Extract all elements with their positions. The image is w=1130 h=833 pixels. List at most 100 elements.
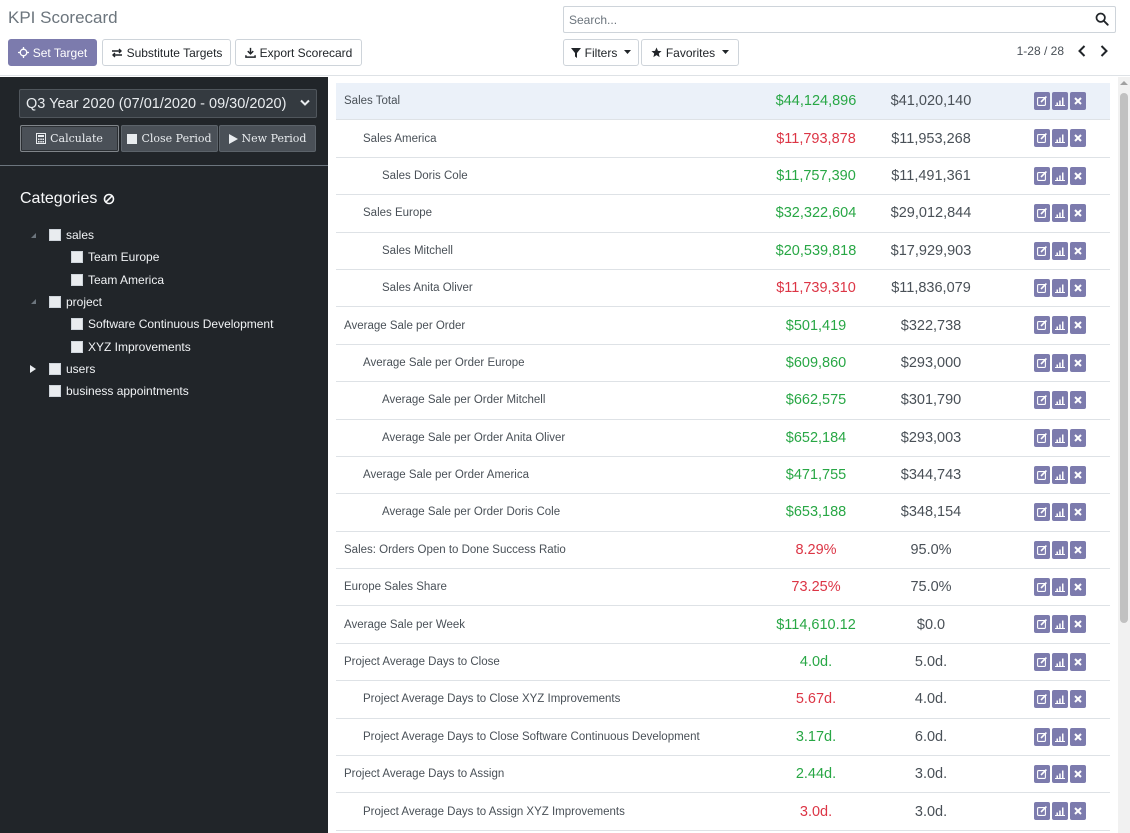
edit-icon[interactable] <box>1034 765 1050 784</box>
table-row[interactable]: Average Sale per Order Doris Cole $653,18… <box>336 494 1110 532</box>
edit-icon[interactable] <box>1034 652 1050 671</box>
close-icon[interactable] <box>1070 391 1086 410</box>
table-row[interactable]: Europe Sales Share 73.25% 75.0% <box>336 569 1110 607</box>
edit-icon[interactable] <box>1034 615 1050 634</box>
category-item[interactable]: Software Continuous Development <box>71 314 273 334</box>
category-item[interactable]: sales <box>30 225 94 245</box>
checkbox[interactable] <box>49 362 61 375</box>
table-row[interactable]: Sales Doris Cole $11,757,390 $11,491,361 <box>336 158 1110 196</box>
edit-icon[interactable] <box>1034 465 1050 484</box>
chart-icon[interactable] <box>1052 727 1068 746</box>
chart-icon[interactable] <box>1052 802 1068 821</box>
table-row[interactable]: Project Average Days to Assign XYZ Impro… <box>336 793 1110 831</box>
checkbox[interactable] <box>71 340 83 353</box>
chart-icon[interactable] <box>1052 465 1068 484</box>
edit-icon[interactable] <box>1034 578 1050 597</box>
edit-icon[interactable] <box>1034 353 1050 372</box>
close-icon[interactable] <box>1070 727 1086 746</box>
table-row[interactable]: Average Sale per Order $501,419 $322,738 <box>336 307 1110 345</box>
chart-icon[interactable] <box>1052 428 1068 447</box>
caret-down-icon[interactable] <box>29 225 37 245</box>
chart-icon[interactable] <box>1052 765 1068 784</box>
edit-icon[interactable] <box>1034 391 1050 410</box>
close-icon[interactable] <box>1070 129 1086 148</box>
checkbox[interactable] <box>71 251 83 264</box>
chart-icon[interactable] <box>1052 540 1068 559</box>
period-select[interactable]: Q3 Year 2020 (07/01/2020 - 09/30/2020) <box>19 89 317 118</box>
caret-down-icon[interactable] <box>29 292 37 312</box>
table-row[interactable]: Project Average Days to Assign 2.44d. 3.0d… <box>336 756 1110 794</box>
edit-icon[interactable] <box>1034 92 1050 110</box>
checkbox[interactable] <box>71 273 83 286</box>
category-item[interactable]: project <box>30 292 102 312</box>
favorites-dropdown[interactable]: Favorites <box>641 39 739 66</box>
close-icon[interactable] <box>1070 690 1086 709</box>
search-icon[interactable] <box>1095 12 1109 26</box>
category-item[interactable]: business appointments <box>49 381 189 401</box>
table-row[interactable]: Average Sale per Order America $471,755 $3… <box>336 457 1110 495</box>
caret-right-icon[interactable] <box>29 359 37 379</box>
edit-icon[interactable] <box>1034 802 1050 821</box>
chevron-left-icon[interactable] <box>1078 45 1086 57</box>
filters-dropdown[interactable]: Filters <box>563 39 639 66</box>
edit-icon[interactable] <box>1034 241 1050 260</box>
table-row[interactable]: Sales Mitchell $20,539,818 $17,929,903 <box>336 233 1110 270</box>
table-row[interactable]: Project Average Days to Close Software C… <box>336 719 1110 757</box>
table-row[interactable]: Sales Anita Oliver $11,739,310 $11,836,079 <box>336 270 1110 308</box>
checkbox[interactable] <box>49 229 61 241</box>
search-input[interactable] <box>564 7 1084 32</box>
close-icon[interactable] <box>1070 652 1086 671</box>
chart-icon[interactable] <box>1052 166 1068 185</box>
close-icon[interactable] <box>1070 802 1086 821</box>
chart-icon[interactable] <box>1052 204 1068 223</box>
chart-icon[interactable] <box>1052 92 1068 110</box>
calculate-button[interactable]: Calculate <box>20 125 119 152</box>
close-icon[interactable] <box>1070 204 1086 223</box>
chart-icon[interactable] <box>1052 316 1068 335</box>
scroll-up-arrow-icon[interactable] <box>1120 79 1128 87</box>
close-icon[interactable] <box>1070 278 1086 297</box>
pager-value[interactable]: 1-28 / 28 <box>1016 44 1064 58</box>
close-icon[interactable] <box>1070 428 1086 447</box>
edit-icon[interactable] <box>1034 503 1050 522</box>
scrollbar-thumb[interactable] <box>1120 93 1128 623</box>
close-icon[interactable] <box>1070 166 1086 185</box>
chart-icon[interactable] <box>1052 353 1068 372</box>
table-row[interactable]: Average Sale per Week $114,610.12 $0.0 <box>336 606 1110 644</box>
close-icon[interactable] <box>1070 316 1086 335</box>
ban-icon[interactable] <box>103 193 115 205</box>
close-icon[interactable] <box>1070 353 1086 372</box>
chart-icon[interactable] <box>1052 615 1068 634</box>
chart-icon[interactable] <box>1052 690 1068 709</box>
category-item[interactable]: XYZ Improvements <box>71 337 191 357</box>
edit-icon[interactable] <box>1034 540 1050 559</box>
edit-icon[interactable] <box>1034 204 1050 223</box>
chevron-right-icon[interactable] <box>1100 45 1108 57</box>
edit-icon[interactable] <box>1034 166 1050 185</box>
close-icon[interactable] <box>1070 92 1086 110</box>
chart-icon[interactable] <box>1052 278 1068 297</box>
table-row[interactable]: Average Sale per Order Anita Oliver $652,… <box>336 420 1110 457</box>
edit-icon[interactable] <box>1034 428 1050 447</box>
table-row[interactable]: Sales: Orders Open to Done Success Ratio… <box>336 532 1110 570</box>
table-row[interactable]: Project Average Days to Close XYZ Improv… <box>336 681 1110 719</box>
table-row[interactable]: Sales Total $44,124,896 $41,020,140 <box>336 83 1110 121</box>
export-scorecard-button[interactable]: Export Scorecard <box>235 39 362 66</box>
edit-icon[interactable] <box>1034 278 1050 297</box>
edit-icon[interactable] <box>1034 690 1050 709</box>
checkbox[interactable] <box>71 318 83 331</box>
chart-icon[interactable] <box>1052 652 1068 671</box>
chart-icon[interactable] <box>1052 241 1068 260</box>
table-row[interactable]: Project Average Days to Close 4.0d. 5.0d. <box>336 644 1110 682</box>
substitute-targets-button[interactable]: Substitute Targets <box>102 39 231 66</box>
close-icon[interactable] <box>1070 765 1086 784</box>
checkbox[interactable] <box>49 295 61 308</box>
close-icon[interactable] <box>1070 578 1086 597</box>
category-item[interactable]: Team Europe <box>71 247 159 267</box>
close-icon[interactable] <box>1070 503 1086 522</box>
edit-icon[interactable] <box>1034 727 1050 746</box>
table-row[interactable]: Average Sale per Order Mitchell $662,575 $… <box>336 382 1110 420</box>
table-row[interactable]: Sales America $11,793,878 $11,953,268 <box>336 120 1110 158</box>
close-icon[interactable] <box>1070 615 1086 634</box>
checkbox[interactable] <box>49 385 61 398</box>
